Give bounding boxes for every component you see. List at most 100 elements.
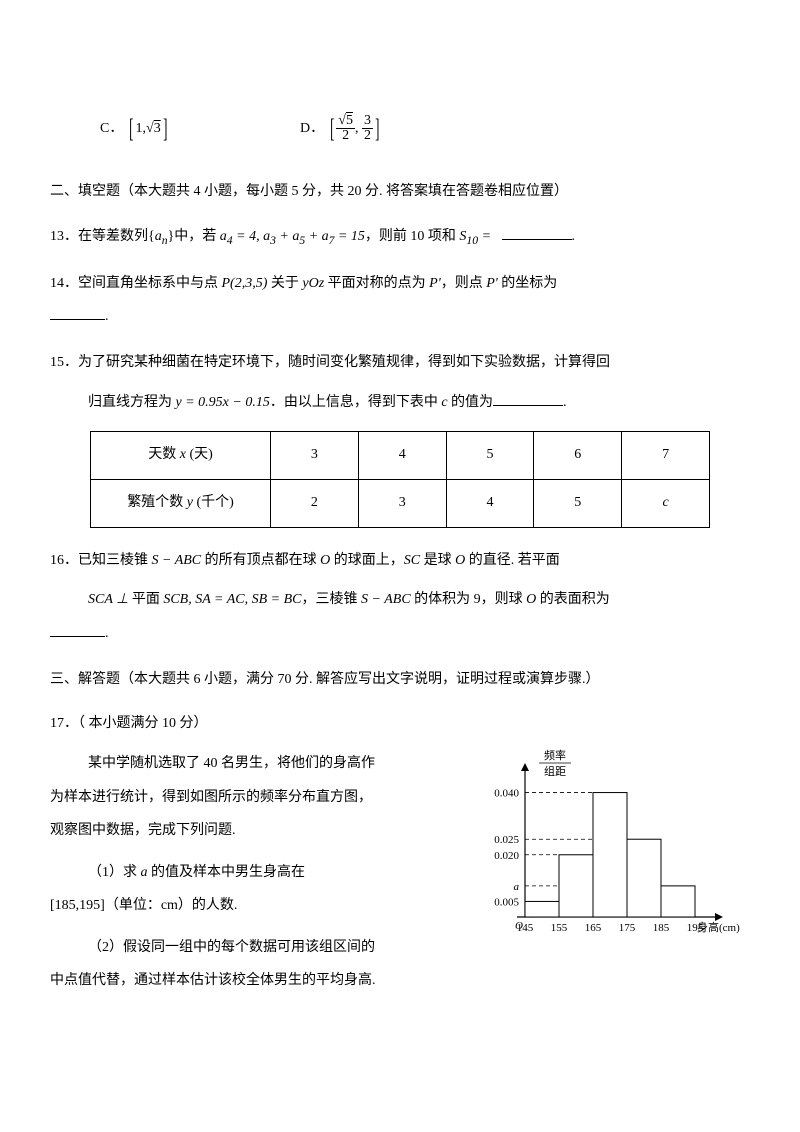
table-row: 繁殖个数 y (千个) 2 3 4 5 c	[91, 479, 710, 527]
table-cell: 3	[271, 432, 359, 480]
q13-text2: 中，若	[174, 229, 216, 244]
option-d: D． [√52, 32]	[300, 100, 382, 157]
table-cell: 5	[446, 432, 534, 480]
q15-text2: 归直线方程为	[88, 395, 172, 410]
table-cell: c	[622, 479, 710, 527]
svg-text:175: 175	[619, 922, 636, 934]
q13-period: .	[572, 229, 576, 244]
q14-text1: 空间直角坐标系中与点	[78, 276, 218, 291]
q13-s10: S10 =	[459, 229, 494, 244]
q15-text3: ．由以上信息，得到下表中	[270, 395, 438, 410]
q13-cond: a4 = 4, a3 + a5 + a7 = 15	[220, 229, 365, 244]
q15-period: .	[563, 395, 567, 410]
q14-period: .	[105, 309, 109, 324]
q16-text6: ，三棱锥	[302, 592, 358, 607]
q16-blank	[50, 623, 105, 637]
q14-text2: 关于	[271, 276, 299, 291]
q17-title: （ 本小题满分 10 分）	[78, 716, 208, 731]
q16-o1: O	[320, 553, 330, 568]
option-d-frac1: √52	[336, 114, 355, 143]
bracket-right: ]	[163, 100, 167, 157]
q14-pprime2: P'	[486, 276, 498, 291]
q16-line2a: SCA ⊥	[88, 592, 128, 607]
question-15: 15．为了研究某种细菌在特定环境下，随时间变化繁殖规律，得到如下实验数据，计算得…	[50, 346, 750, 419]
options-row: C． [1,√3] D． [√52, 32]	[50, 100, 750, 157]
section3-header: 三、解答题（本大题共 6 小题，满分 70 分. 解答应写出文字说明，证明过程或…	[50, 665, 750, 696]
bracket-right: ]	[375, 100, 379, 157]
histogram-chart: 频率组距0.0400.0250.0200.005a145155165175185…	[470, 741, 750, 961]
q14-num: 14．	[50, 276, 78, 291]
q16-sabc1: S − ABC	[152, 553, 202, 568]
q17-sub1-a: a	[141, 865, 148, 880]
svg-text:O: O	[515, 920, 523, 932]
svg-text:0.020: 0.020	[494, 850, 519, 862]
q16-o3: O	[526, 592, 536, 607]
bracket-left: [	[330, 100, 334, 157]
table-cell: 2	[271, 479, 359, 527]
question-14: 14．空间直角坐标系中与点 P(2,3,5) 关于 yOz 平面对称的点为 P'…	[50, 267, 750, 334]
option-c-value: 1,√3	[136, 121, 161, 136]
q14-text5: 的坐标为	[501, 276, 557, 291]
q16-period: .	[105, 626, 109, 641]
table-cell: 4	[446, 479, 534, 527]
section2-header: 二、填空题（本大题共 4 小题，每小题 5 分，共 20 分. 将答案填在答题卷…	[50, 177, 750, 208]
q17-sub1-label: （1）求	[88, 865, 137, 880]
option-c: C． [1,√3]	[100, 100, 300, 157]
option-d-label: D．	[300, 121, 324, 136]
q16-text7: 的体积为 9，则球	[414, 592, 523, 607]
q13-text3: ，则前 10 项和	[365, 229, 456, 244]
q16-text5: 的直径. 若平面	[469, 553, 560, 568]
q13-seq: {an}	[148, 229, 174, 244]
q16-num: 16．	[50, 553, 78, 568]
q16-o2: O	[455, 553, 465, 568]
table-cell: 7	[622, 432, 710, 480]
q17-sub1-range: [185,195]（单位：cm）的人数.	[50, 889, 460, 923]
q17-sub2: （2）假设同一组中的每个数据可用该组区间的	[50, 931, 460, 965]
table-header: 繁殖个数 y (千个)	[91, 479, 271, 527]
question-16: 16．已知三棱锥 S − ABC 的所有顶点都在球 O 的球面上，SC 是球 O…	[50, 544, 750, 651]
q16-text8: 的表面积为	[540, 592, 610, 607]
q17-p1: 某中学随机选取了 40 名男生，将他们的身高作	[50, 747, 460, 781]
table-row: 天数 x (天) 3 4 5 6 7	[91, 432, 710, 480]
svg-text:a: a	[514, 881, 520, 893]
q14-pprime1: P'	[429, 276, 441, 291]
q16-text2: 的所有顶点都在球	[205, 553, 317, 568]
q16-text3: 的球面上，	[334, 553, 404, 568]
q15-c: c	[441, 395, 447, 410]
q14-blank	[50, 306, 105, 320]
table-header: 天数 x (天)	[91, 432, 271, 480]
question-13: 13．在等差数列{an}中，若 a4 = 4, a3 + a5 + a7 = 1…	[50, 220, 750, 255]
table-cell: 6	[534, 432, 622, 480]
q16-sc: SC	[404, 553, 420, 568]
q14-text3: 平面对称的点为	[328, 276, 426, 291]
q17-p2: 为样本进行统计，得到如图所示的频率分布直方图，	[50, 781, 460, 815]
q14-point: P(2,3,5)	[222, 276, 268, 291]
q13-text1: 在等差数列	[78, 229, 148, 244]
histogram-svg: 频率组距0.0400.0250.0200.005a145155165175185…	[470, 747, 750, 947]
q17-text-block: 某中学随机选取了 40 名男生，将他们的身高作 为样本进行统计，得到如图所示的频…	[50, 741, 460, 998]
q16-sabc2: S − ABC	[361, 592, 411, 607]
option-d-frac2: 32	[362, 114, 373, 143]
q15-text4: 的值为	[451, 395, 493, 410]
q15-table: 天数 x (天) 3 4 5 6 7 繁殖个数 y (千个) 2 3 4 5 c	[90, 431, 710, 528]
q17-sub2b: 中点值代替，通过样本估计该校全体男生的平均身高.	[50, 964, 460, 998]
svg-text:身高(cm): 身高(cm)	[697, 920, 740, 934]
option-c-label: C．	[100, 121, 123, 136]
svg-text:165: 165	[585, 922, 602, 934]
bracket-left: [	[129, 100, 133, 157]
q15-text1: 为了研究某种细菌在特定环境下，随时间变化繁殖规律，得到如下实验数据，计算得回	[78, 355, 610, 370]
q16-text1: 已知三棱锥	[78, 553, 148, 568]
th-text: 天数 x (天)	[148, 447, 213, 462]
q13-num: 13．	[50, 229, 78, 244]
q15-eq: y = 0.95x − 0.15	[176, 395, 270, 410]
table-cell: 3	[358, 479, 446, 527]
svg-text:0.025: 0.025	[494, 834, 519, 846]
q17-sub1-text: 的值及样本中男生身高在	[151, 865, 305, 880]
q15-num: 15．	[50, 355, 78, 370]
svg-text:频率: 频率	[544, 748, 566, 762]
svg-text:组距: 组距	[544, 764, 566, 778]
q14-plane: yOz	[302, 276, 324, 291]
q16-line2c: SCB, SA = AC, SB = BC	[163, 592, 301, 607]
table-cell: 5	[534, 479, 622, 527]
svg-text:0.005: 0.005	[494, 896, 519, 908]
